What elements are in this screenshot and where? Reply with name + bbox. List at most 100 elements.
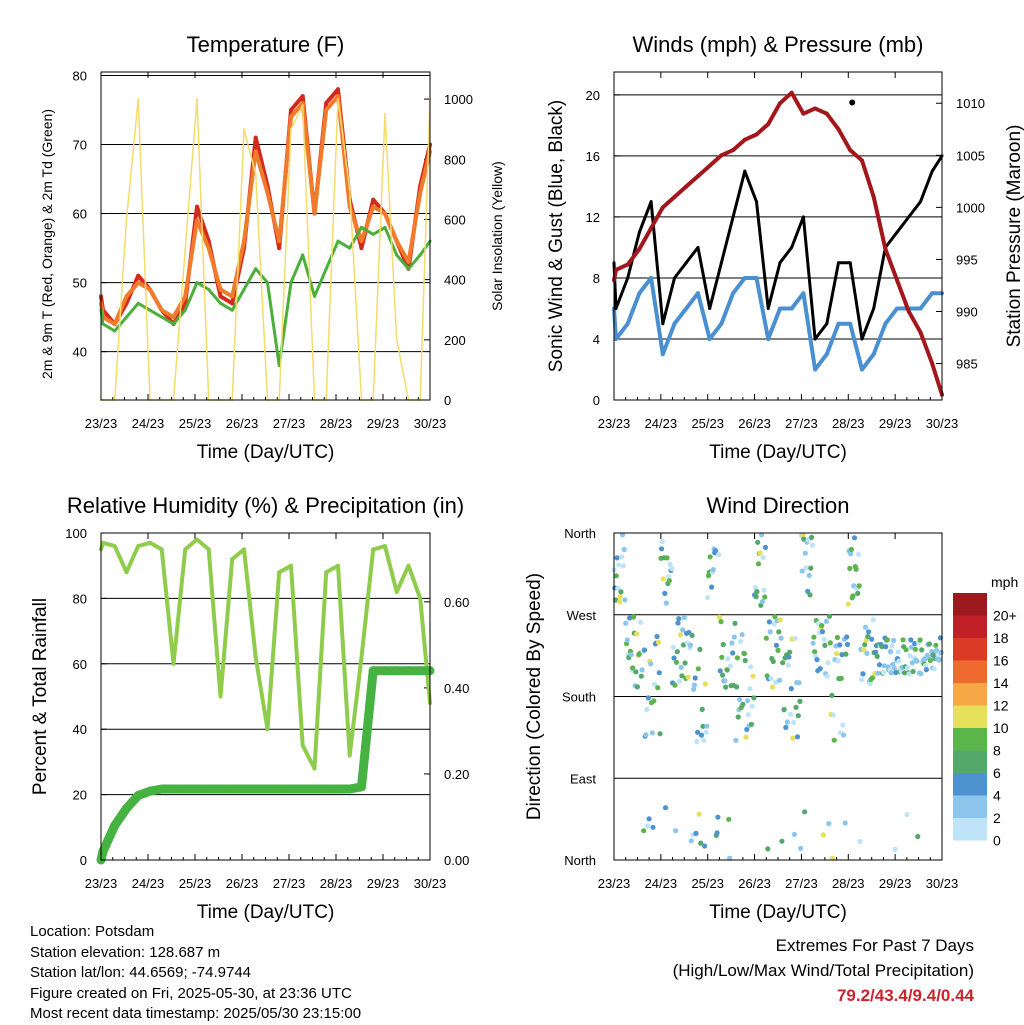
y2-tick-label: 800: [444, 152, 466, 167]
series-2m-td-point: [160, 315, 164, 319]
direction-point: [733, 737, 739, 743]
direction-point: [613, 573, 619, 579]
series-precip-point: [356, 782, 366, 792]
direction-point: [739, 632, 745, 638]
series-precip-point: [145, 786, 155, 796]
x-tick-label: 28/23: [832, 416, 865, 431]
series-gust-point: [825, 322, 829, 326]
series-9m-t-point: [265, 190, 270, 195]
direction-point: [681, 614, 687, 621]
series-precip-point: [157, 784, 167, 794]
extremes-box: Extremes For Past 7 Days (High/Low/Max W…: [673, 933, 974, 1008]
direction-point: [778, 635, 784, 641]
series-precip-point: [227, 784, 237, 794]
series-precip-point: [239, 784, 249, 794]
series-gust-point: [766, 306, 770, 310]
series-sonic-wind-point: [766, 336, 771, 341]
y-tick-label: North: [564, 853, 596, 868]
series-gust-point: [813, 337, 817, 341]
direction-point: [720, 672, 726, 678]
direction-point: [696, 811, 702, 817]
direction-point: [618, 589, 624, 595]
series-2m-td-point: [195, 281, 199, 285]
series-rh-point: [230, 557, 235, 562]
y-tick-label: 8: [593, 271, 600, 286]
series-gust-point: [637, 230, 641, 234]
direction-point: [919, 647, 925, 653]
direction-point: [729, 640, 735, 646]
series-2m-t-point: [359, 246, 364, 251]
direction-point: [787, 711, 794, 717]
series-2m-td-point: [395, 253, 399, 257]
direction-point: [847, 565, 853, 572]
series-sonic-wind-point: [613, 336, 618, 341]
series-rh-point: [265, 727, 270, 732]
direction-point: [723, 684, 729, 690]
direction-point: [773, 642, 780, 648]
direction-point: [880, 669, 887, 676]
series-station-pressure-point: [613, 267, 618, 272]
series-rh-point: [206, 547, 211, 552]
x-tick-label: 29/23: [879, 416, 912, 431]
series-9m-t-point: [112, 322, 117, 327]
direction-point: [737, 697, 743, 703]
direction-point: [660, 576, 666, 582]
direction-point: [726, 816, 732, 822]
series-2m-td-point: [101, 322, 105, 326]
direction-point: [860, 671, 866, 677]
y-tick-label: 80: [73, 68, 87, 83]
series-rh-point: [124, 570, 129, 575]
speed-colorbar: mph 20+ 18 16 14 12 10 8 6 4 2 0: [953, 574, 1018, 848]
y2-tick-label: 0.40: [444, 681, 469, 696]
series-solar-insolation-point: [301, 104, 304, 107]
colorbar-swatch: [953, 615, 987, 638]
series-station-pressure-point: [895, 278, 900, 283]
series-precip-point: [98, 846, 108, 856]
y-tick-label: 40: [73, 722, 87, 737]
direction-point: [743, 734, 749, 740]
direction-point: [750, 673, 756, 679]
colorbar-swatch: [953, 593, 987, 616]
direction-point: [753, 594, 759, 600]
direction-point: [845, 601, 851, 607]
series-rh-point: [253, 655, 258, 660]
direction-point: [694, 738, 700, 745]
x-tick-label: 23/23: [598, 416, 631, 431]
colorbar-label: 4: [993, 787, 1001, 803]
direction-point: [855, 551, 862, 557]
direction-point: [659, 546, 665, 552]
series-rh-point: [300, 743, 305, 748]
series-solar-insolation: [101, 98, 431, 401]
series-station-pressure-point: [684, 184, 689, 189]
direction-point: [705, 594, 711, 601]
direction-point: [670, 644, 677, 650]
series-2m-t-point: [136, 273, 141, 278]
y-tick-label: 4: [593, 332, 600, 347]
series-gust-point: [872, 306, 876, 310]
colorbar-label: 2: [993, 810, 1001, 826]
plot-border: [100, 71, 431, 401]
direction-point: [864, 650, 870, 657]
gust-point: [849, 99, 856, 106]
x-tick-label: 28/23: [320, 416, 353, 431]
series-2m-td-point: [336, 239, 340, 243]
direction-point: [652, 681, 658, 687]
direction-point: [783, 724, 789, 731]
direction-point: [622, 597, 628, 603]
y-axis-label: Direction (Colored By Speed): [524, 573, 545, 820]
series-sonic-wind-point: [871, 352, 876, 357]
series-rh-point: [406, 563, 411, 568]
series-2m-td: [99, 225, 432, 367]
series-2m-td-point: [418, 253, 422, 257]
x-tick-label: 30/23: [926, 416, 959, 431]
series-gust-point: [696, 245, 700, 249]
series-precip-point: [168, 784, 178, 794]
direction-point: [803, 565, 809, 571]
direction-point: [891, 665, 898, 671]
direction-point: [693, 830, 699, 837]
x-tick-label: 29/23: [367, 416, 400, 431]
y-axis-label: Percent & Total Rainfall: [30, 598, 51, 795]
y2-tick-label: 600: [444, 212, 466, 227]
series-2m-td-point: [383, 225, 387, 229]
